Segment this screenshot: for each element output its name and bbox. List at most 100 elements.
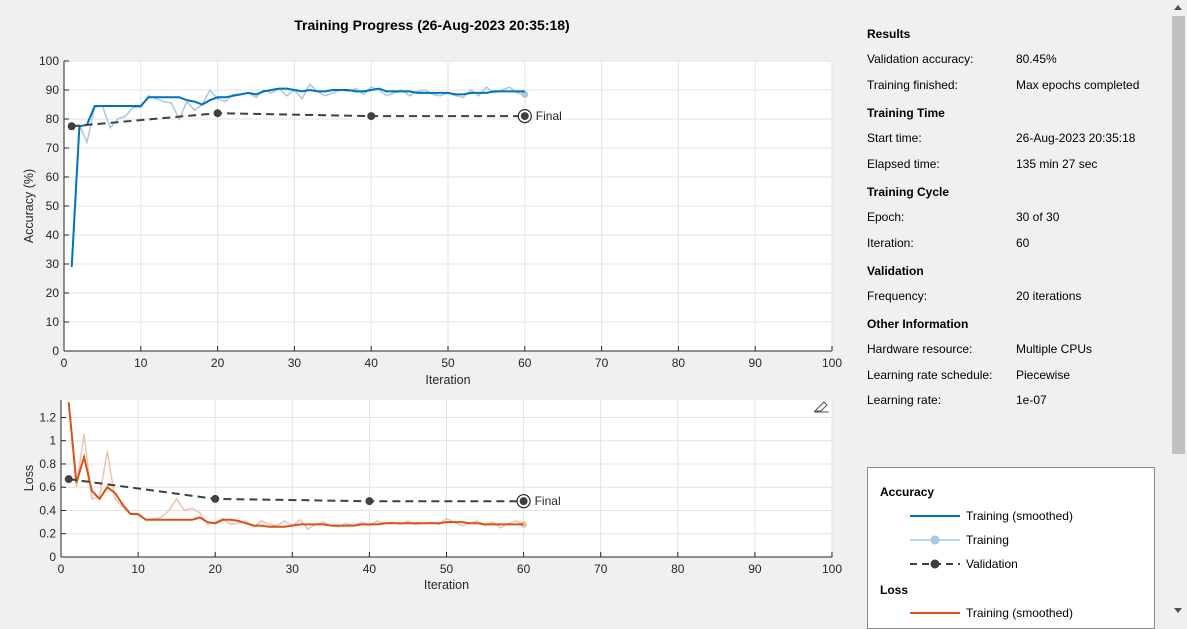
y-tick-label: 70 [46, 141, 60, 155]
accuracy-axes: 0 10 20 30 40 50 60 70 80 90 100 0 10 20 30 40 50 60 70 80 9… [22, 54, 842, 387]
legend-label: Training [966, 533, 1009, 547]
y-tick-label: 1 [49, 434, 56, 448]
accuracy-training-last-point [521, 90, 529, 98]
info-value: 80.45% [1016, 52, 1057, 66]
y-tick-label: 0 [49, 550, 56, 564]
x-tick-label: 20 [211, 356, 225, 370]
y-tick-label: 90 [46, 83, 60, 97]
x-tick-label: 10 [131, 562, 145, 576]
accuracy-final-marker [520, 112, 529, 121]
x-tick-label: 40 [363, 562, 377, 576]
x-tick-label: 70 [595, 356, 609, 370]
loss-validation-point [365, 497, 374, 506]
legend-line-icon [910, 612, 960, 614]
info-value: 30 of 30 [1016, 210, 1060, 224]
chart-title: Training Progress (26-Aug-2023 20:35:18) [294, 17, 569, 33]
accuracy-validation-point [367, 112, 376, 121]
accuracy-smoothed-line [70, 87, 525, 267]
y-tick-label: 50 [46, 199, 60, 213]
x-tick-label: 60 [518, 356, 532, 370]
info-key: Start time: [867, 131, 922, 145]
legend-loss-heading: Loss [880, 583, 909, 597]
y-tick-label: 0.6 [39, 480, 56, 494]
legend-item-accuracy-smoothed: Training (smoothed) [910, 509, 1150, 525]
info-key: Iteration: [867, 236, 914, 250]
y-tick-label: 10 [46, 315, 60, 329]
training-cycle-heading: Training Cycle [867, 185, 950, 199]
x-tick-label: 20 [209, 562, 223, 576]
validation-heading: Validation [867, 264, 924, 278]
legend-line-icon [910, 515, 960, 517]
loss-validation-point [211, 494, 220, 503]
training-time-heading: Training Time [867, 106, 945, 120]
x-axis-label: Iteration [425, 373, 470, 387]
info-value: Piecewise [1016, 368, 1071, 382]
y-tick-label: 20 [46, 286, 60, 300]
charts-area: Training Progress (26-Aug-2023 20:35:18)… [22, 17, 842, 592]
y-tick-label: 0.2 [39, 527, 56, 541]
training-progress-chart: Training Progress (26-Aug-2023 20:35:18)… [22, 17, 842, 592]
x-tick-label: 50 [441, 356, 455, 370]
y-tick-label: 60 [46, 170, 60, 184]
info-value: Multiple CPUs [1016, 342, 1093, 356]
accuracy-validation-line [71, 112, 525, 128]
x-tick-label: 10 [134, 356, 148, 370]
info-panel: Results Validation accuracy: 80.45% Trai… [867, 0, 1157, 440]
legend-label: Training (smoothed) [966, 509, 1073, 523]
x-tick-label: 90 [749, 356, 763, 370]
x-tick-label: 80 [671, 562, 685, 576]
results-heading: Results [867, 27, 911, 41]
y-tick-label: 40 [46, 228, 60, 242]
info-key: Elapsed time: [867, 157, 940, 171]
legend-item-loss-smoothed: Training (smoothed) [910, 606, 1150, 622]
y-tick-label: 30 [46, 257, 60, 271]
x-tick-label: 60 [517, 562, 531, 576]
x-tick-label: 40 [365, 356, 379, 370]
y-axis-label: Loss [22, 465, 36, 491]
x-tick-label: 30 [288, 356, 302, 370]
x-tick-label: 0 [61, 356, 68, 370]
x-axis-label: Iteration [424, 578, 469, 592]
legend-accuracy-heading: Accuracy [880, 485, 935, 499]
accuracy-validation-point [213, 109, 222, 118]
accuracy-validation-point [67, 122, 76, 131]
legend-label: Validation [966, 557, 1018, 571]
other-info-heading: Other Information [867, 317, 969, 331]
x-tick-label: 0 [58, 562, 65, 576]
y-tick-label: 1.2 [39, 410, 56, 424]
x-tick-label: 80 [672, 356, 686, 370]
loss-validation-line [68, 478, 524, 503]
vertical-scrollbar[interactable] [1170, 0, 1187, 619]
info-value: 60 [1016, 236, 1030, 250]
loss-final-marker [519, 497, 528, 506]
y-tick-label: 100 [39, 54, 59, 68]
y-tick-label: 0.4 [39, 503, 56, 517]
scrollbar-thumb[interactable] [1172, 16, 1185, 454]
scroll-down-icon[interactable] [1174, 608, 1182, 613]
legend-label: Training (smoothed) [966, 606, 1073, 620]
y-tick-label: 80 [46, 112, 60, 126]
legend-line-dot-icon [910, 535, 960, 545]
accuracy-final-label: Final [536, 109, 562, 123]
legend-item-validation: Validation [910, 557, 1150, 573]
info-key: Validation accuracy: [867, 52, 974, 66]
x-tick-label: 50 [440, 562, 454, 576]
legend-box: Accuracy Training (smoothed) Training Va… [867, 467, 1155, 629]
info-value: 1e-07 [1016, 393, 1047, 407]
x-tick-label: 90 [748, 562, 762, 576]
loss-axes: 0 10 20 30 40 50 60 70 80 90 100 0 0.2 0.4 0.6 0.8 1 1.2 I… [22, 400, 842, 592]
info-key: Learning rate: [867, 393, 942, 407]
edit-plot-icon-shape [813, 401, 828, 412]
info-value: Max epochs completed [1016, 78, 1140, 92]
x-tick-label: 30 [286, 562, 300, 576]
info-key: Hardware resource: [867, 342, 973, 356]
y-axis-label: Accuracy (%) [22, 169, 36, 243]
info-value: 26-Aug-2023 20:35:18 [1016, 131, 1136, 145]
scroll-up-icon[interactable] [1174, 5, 1182, 10]
x-tick-label: 70 [594, 562, 608, 576]
legend-dashed-dot-icon [910, 559, 960, 569]
x-tick-label: 100 [822, 562, 842, 576]
loss-final-label: Final [535, 494, 561, 508]
info-key: Epoch: [867, 210, 905, 224]
x-tick-label: 100 [822, 356, 842, 370]
